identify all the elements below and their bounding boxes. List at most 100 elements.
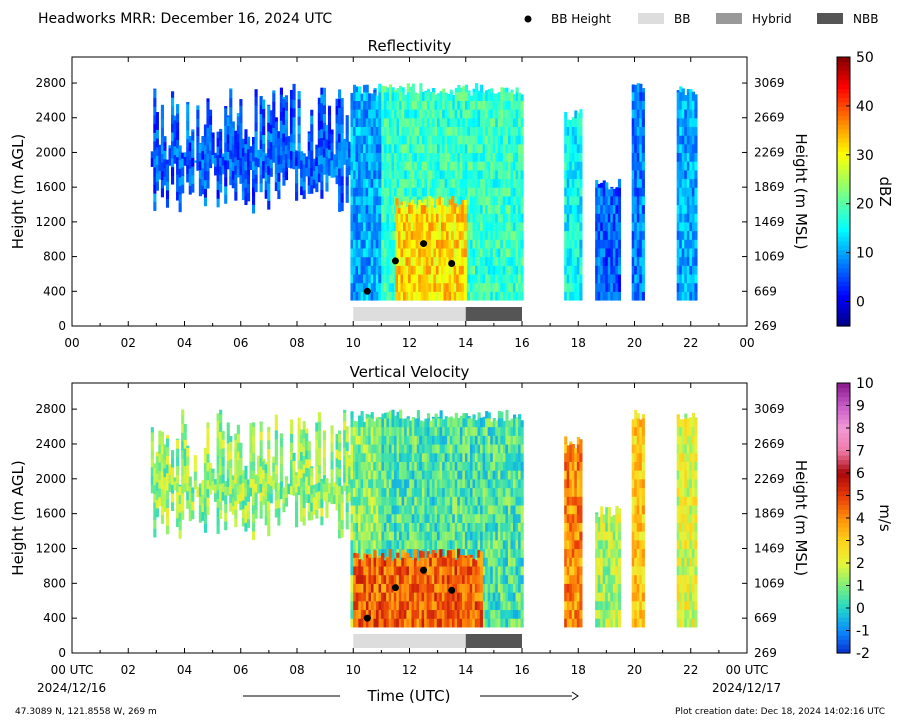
field-cell xyxy=(636,213,640,223)
field-cell xyxy=(183,439,187,449)
reflectivity-ylabel: Height (m AGL) xyxy=(9,134,27,249)
field-cell xyxy=(358,204,362,214)
field-cell xyxy=(370,117,374,128)
field-cell xyxy=(206,470,210,481)
field-cell xyxy=(442,109,446,119)
field-cell xyxy=(454,117,458,128)
field-cell xyxy=(446,239,450,249)
field-cell xyxy=(411,126,415,136)
field-cell xyxy=(617,213,622,223)
field-cell xyxy=(434,187,438,197)
field-cell xyxy=(383,143,388,154)
field-cell xyxy=(373,117,377,128)
field-cell xyxy=(507,92,512,101)
field-cell xyxy=(576,247,580,258)
field-cell xyxy=(302,181,306,191)
field-cell xyxy=(636,230,640,240)
field-cell xyxy=(350,609,354,619)
field-cell xyxy=(287,149,291,160)
field-cell xyxy=(338,520,342,530)
field-cell xyxy=(300,159,304,170)
field-cell xyxy=(617,187,622,197)
colorbar-band xyxy=(837,61,850,67)
field-cell xyxy=(234,156,238,166)
field-cell xyxy=(340,141,344,151)
field-cell xyxy=(378,161,382,171)
field-cell xyxy=(241,156,245,166)
field-cell xyxy=(439,126,443,136)
field-cell xyxy=(330,477,334,487)
field-cell xyxy=(676,135,680,145)
field-cell xyxy=(399,117,403,128)
field-cell xyxy=(378,169,382,180)
field-cell xyxy=(458,265,462,275)
field-cell xyxy=(246,501,251,511)
field-cell xyxy=(378,478,382,489)
field-cell xyxy=(279,111,283,121)
field-cell xyxy=(391,452,395,462)
colorbar-band xyxy=(837,299,850,305)
field-cell xyxy=(391,461,395,471)
colorbar-band xyxy=(837,222,850,228)
bb-height-legend-dot xyxy=(524,15,532,23)
field-cell xyxy=(249,487,253,497)
field-cell xyxy=(595,239,599,249)
field-cell xyxy=(406,513,410,523)
field-cell xyxy=(254,89,258,97)
field-cell xyxy=(375,100,379,110)
field-cell xyxy=(497,247,501,258)
field-cell xyxy=(360,204,364,214)
field-cell xyxy=(160,436,164,446)
field-cell xyxy=(451,282,455,292)
field-cell xyxy=(413,247,417,258)
field-cell xyxy=(437,100,441,110)
field-cell xyxy=(639,109,643,119)
field-cell xyxy=(607,265,611,275)
field-cell xyxy=(259,422,263,432)
field-cell xyxy=(355,435,359,445)
field-cell xyxy=(317,429,321,440)
field-cell xyxy=(320,481,324,491)
field-cell xyxy=(381,117,385,128)
field-cell xyxy=(520,161,524,171)
field-cell xyxy=(419,426,423,436)
field-cell xyxy=(160,514,164,524)
field-cell xyxy=(378,213,382,223)
field-cell xyxy=(406,117,410,128)
field-cell xyxy=(214,479,218,485)
field-cell xyxy=(515,117,519,128)
field-cell xyxy=(403,256,407,266)
field-cell xyxy=(391,548,395,558)
field-cell xyxy=(183,474,187,484)
field-cell xyxy=(252,178,256,188)
field-cell xyxy=(378,435,382,445)
field-cell xyxy=(424,513,428,523)
field-cell xyxy=(641,239,645,249)
field-cell xyxy=(322,139,326,149)
field-cell xyxy=(171,140,175,150)
field-cell xyxy=(338,459,342,469)
field-cell xyxy=(246,183,251,193)
field-cell xyxy=(676,265,680,275)
field-cell xyxy=(480,213,484,223)
field-cell xyxy=(312,484,316,489)
field-cell xyxy=(391,273,395,284)
field-cell xyxy=(518,126,522,136)
field-cell xyxy=(206,427,210,437)
field-cell xyxy=(363,452,367,462)
field-cell xyxy=(631,169,635,180)
field-cell xyxy=(424,531,428,541)
field-cell xyxy=(241,517,245,527)
field-cell xyxy=(282,133,286,143)
field-cell xyxy=(352,195,357,206)
field-cell xyxy=(378,83,382,93)
field-cell xyxy=(391,504,395,515)
field-cell xyxy=(634,161,638,171)
field-cell xyxy=(348,457,352,467)
field-cell xyxy=(368,265,372,275)
field-cell xyxy=(397,208,402,214)
field-cell xyxy=(394,415,398,419)
field-cell xyxy=(350,557,354,567)
field-cell xyxy=(394,470,398,480)
field-cell xyxy=(375,435,379,445)
